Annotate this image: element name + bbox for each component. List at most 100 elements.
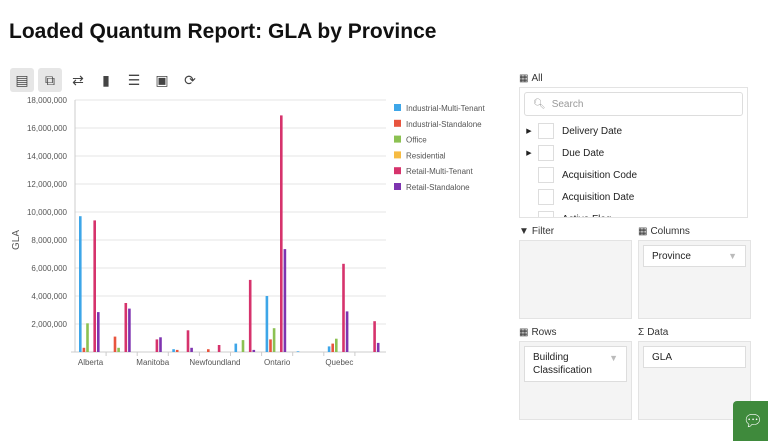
bar-retail-multi-tenant[interactable] — [155, 339, 159, 352]
swap-icon[interactable]: ⇄ — [72, 71, 84, 88]
bar-retail-multi-tenant[interactable] — [93, 220, 96, 352]
field-item[interactable]: Acquisition Date — [520, 186, 747, 208]
bar-industrial-multi-tenant[interactable] — [172, 349, 175, 352]
format-icon[interactable]: ⧉ — [38, 68, 62, 92]
x-tick-label: Manitoba — [136, 358, 169, 367]
field-pill-building-classification[interactable]: Building Classification ▼ — [524, 346, 627, 382]
bar-industrial-standalone[interactable] — [113, 336, 117, 352]
field-pill-gla[interactable]: GLA — [643, 346, 746, 368]
bar-retail-multi-tenant[interactable] — [217, 345, 221, 352]
bar-industrial-standalone[interactable] — [175, 349, 179, 352]
x-tick-label: Ontario — [264, 358, 291, 367]
checkbox[interactable] — [538, 189, 554, 205]
checkbox[interactable] — [538, 145, 554, 161]
filter-drop-zone[interactable] — [519, 240, 632, 319]
legend-item[interactable]: Industrial-Multi-Tenant — [406, 104, 485, 113]
toolbar: ▤ ⧉ ⇄ ▮ ☰ ▣ ⟳ — [10, 68, 202, 92]
checkbox[interactable] — [538, 167, 554, 183]
bar-retail-standalone[interactable] — [345, 311, 349, 352]
y-tick-label: 16,000,000 — [27, 124, 68, 133]
legend-swatch — [394, 151, 401, 159]
bar-office[interactable] — [335, 338, 338, 352]
legend-item[interactable]: Residential — [406, 151, 446, 160]
y-tick-label: 4,000,000 — [31, 292, 67, 301]
bar-office[interactable] — [117, 347, 120, 352]
search-icon: 🔍︎ — [533, 98, 546, 110]
checkbox[interactable] — [538, 123, 554, 139]
filter-label: ▼ Filter — [519, 226, 555, 237]
bar-industrial-standalone[interactable] — [331, 343, 334, 352]
bar-industrial-multi-tenant[interactable] — [296, 351, 300, 352]
y-tick-label: 14,000,000 — [27, 152, 68, 161]
legend-item[interactable]: Office — [406, 136, 427, 145]
filter-icon: ▼ — [519, 226, 529, 237]
x-tick-label: Alberta — [78, 358, 104, 367]
y-tick-label: 6,000,000 — [31, 264, 67, 273]
bar-retail-multi-tenant[interactable] — [248, 279, 252, 352]
legend-swatch — [394, 167, 401, 175]
filter-icon[interactable]: ▼ — [609, 353, 618, 363]
y-tick-label: 8,000,000 — [31, 236, 67, 245]
search-input[interactable]: 🔍︎ Search — [524, 92, 743, 116]
edit-table-icon[interactable]: ▤ — [10, 68, 34, 92]
bar-industrial-standalone[interactable] — [207, 349, 210, 352]
bar-retail-standalone[interactable] — [159, 337, 162, 352]
legend-swatch — [394, 104, 401, 111]
bar-retail-multi-tenant[interactable] — [124, 303, 128, 352]
bar-industrial-multi-tenant[interactable] — [234, 343, 238, 352]
expand-icon[interactable]: ▶ — [526, 128, 532, 135]
field-pill-province[interactable]: Province ▼ — [643, 245, 746, 267]
bar-industrial-standalone[interactable] — [269, 339, 272, 352]
legend-item[interactable]: Retail-Standalone — [406, 183, 470, 192]
filter-icon[interactable]: ▼ — [728, 251, 737, 261]
y-tick-label: 10,000,000 — [27, 208, 68, 217]
bar-retail-standalone[interactable] — [376, 342, 380, 352]
y-tick-label: 2,000,000 — [31, 320, 67, 329]
bar-industrial-multi-tenant[interactable] — [327, 346, 331, 352]
bar-retail-standalone[interactable] — [97, 312, 100, 352]
x-tick-label: Quebec — [325, 358, 353, 367]
data-drop-zone[interactable]: GLA — [638, 341, 751, 420]
field-item[interactable]: ▶ Due Date — [520, 142, 747, 164]
legend-swatch — [394, 119, 401, 127]
bar-office[interactable] — [272, 328, 276, 352]
field-item[interactable]: Active Flag — [520, 208, 747, 217]
bar-retail-standalone[interactable] — [283, 249, 287, 352]
sigma-icon: Σ — [638, 327, 645, 338]
bar-chart: 2,000,000 4,000,000 6,000,000 8,000,000 10,0… — [11, 96, 485, 367]
rows-drop-zone[interactable]: Building Classification ▼ — [519, 341, 632, 420]
chat-icon: 💬︎ — [742, 413, 764, 430]
bar-retail-standalone[interactable] — [128, 308, 131, 352]
field-item[interactable]: ▶ Delivery Date — [520, 120, 747, 142]
expand-icon[interactable]: ▶ — [526, 150, 532, 157]
checkbox[interactable] — [538, 211, 554, 217]
refresh-icon[interactable]: ⟳ — [184, 71, 196, 88]
data-label: Σ Data — [638, 327, 669, 338]
legend-item[interactable]: Retail-Multi-Tenant — [406, 167, 473, 176]
bar-chart-icon[interactable]: ▮ — [102, 71, 110, 88]
bar-retail-multi-tenant[interactable] — [342, 263, 345, 352]
bar-retail-multi-tenant[interactable] — [186, 330, 190, 352]
grid-icon: ▦ — [638, 226, 648, 237]
bar-retail-standalone[interactable] — [190, 347, 193, 352]
layout-icon[interactable]: ▣ — [155, 71, 169, 88]
y-axis-label: GLA — [11, 230, 22, 250]
rows-label: ▦ Rows — [519, 327, 557, 338]
bar-industrial-multi-tenant[interactable] — [79, 216, 82, 352]
all-fields-label: ▦ All — [519, 73, 543, 84]
bar-industrial-multi-tenant[interactable] — [265, 296, 269, 352]
chat-button[interactable]: 💬︎ — [733, 401, 768, 441]
field-list[interactable]: 🔍︎ Search ▶ Delivery Date ▶ Due Date Acquisit… — [519, 87, 748, 218]
bar-retail-standalone[interactable] — [252, 349, 256, 352]
fields-check-icon[interactable]: ☰ — [127, 71, 141, 88]
bar-industrial-standalone[interactable] — [82, 347, 86, 352]
legend-item[interactable]: Industrial-Standalone — [406, 120, 482, 129]
bar-office[interactable] — [86, 323, 89, 352]
bar-retail-multi-tenant[interactable] — [373, 321, 376, 352]
grid-icon: ▦ — [519, 73, 529, 84]
bar-retail-multi-tenant[interactable] — [280, 115, 283, 353]
columns-drop-zone[interactable]: Province ▼ — [638, 240, 751, 319]
y-tick-label: 12,000,000 — [27, 180, 68, 189]
field-item[interactable]: Acquisition Code — [520, 164, 747, 186]
bar-office[interactable] — [241, 340, 245, 352]
